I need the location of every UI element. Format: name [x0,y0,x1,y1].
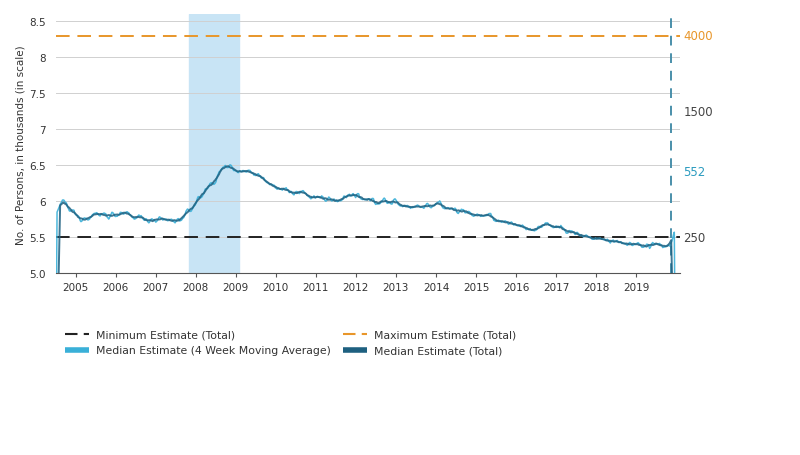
Text: 1500: 1500 [683,106,713,119]
Text: 4000: 4000 [683,30,713,43]
Y-axis label: No. of Persons, in thousands (in scale): No. of Persons, in thousands (in scale) [15,45,25,244]
Legend: Minimum Estimate (Total), Median Estimate (4 Week Moving Average), Maximum Estim: Minimum Estimate (Total), Median Estimat… [61,326,520,360]
Text: 552: 552 [683,165,706,178]
Text: 250: 250 [683,232,706,244]
Bar [189,15,239,274]
